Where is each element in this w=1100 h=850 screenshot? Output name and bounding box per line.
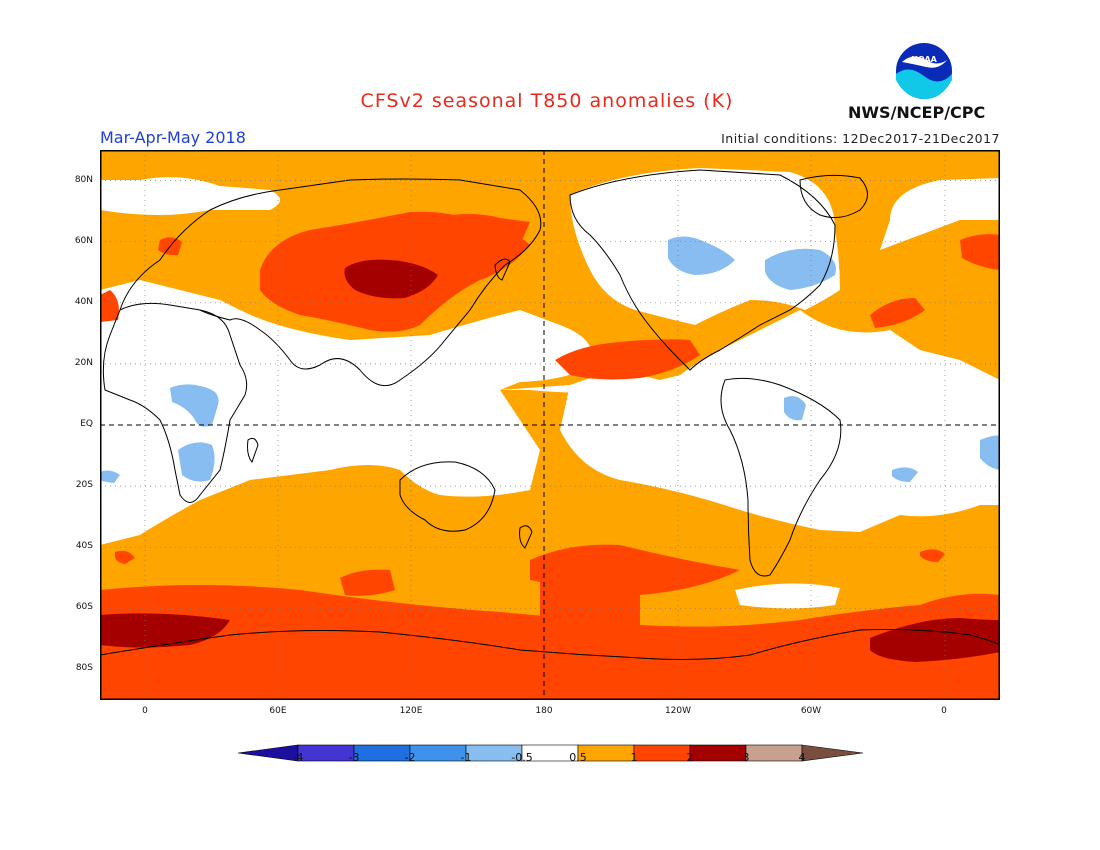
- coast-madagascar: [247, 437, 259, 463]
- coast-south-america: [720, 377, 842, 577]
- initial-conditions-label: Initial conditions: 12Dec2017-21Dec2017: [721, 131, 1000, 146]
- field-warm3-antarctic-east: [870, 618, 1000, 662]
- field-neutral-pacific-band: [500, 375, 660, 393]
- field-cool1-north-america-east: [765, 248, 836, 290]
- coast-japan: [494, 258, 511, 281]
- coast-australia: [399, 461, 496, 532]
- colorbar-label: -3: [348, 751, 360, 764]
- colorbar-label: 0.5: [569, 751, 587, 764]
- lat-label-60s: 60S: [75, 602, 93, 612]
- colorbar: [238, 744, 863, 762]
- coast-greenland: [799, 174, 868, 219]
- field-cool1-north-america-west: [668, 236, 735, 275]
- coast-new-zealand: [519, 525, 533, 549]
- field-warm2-europe-west: [100, 290, 119, 322]
- anomaly-map: [100, 150, 1000, 700]
- field-cool1-south-america: [784, 396, 806, 421]
- coast-eurasia: [119, 178, 542, 387]
- field-cool1-east-africa-edge: [980, 435, 1000, 470]
- field-neutral-tropics-west: [100, 280, 592, 545]
- lat-label-20n: 20N: [74, 358, 93, 368]
- coastlines: [100, 169, 1000, 660]
- coast-north-america: [569, 169, 836, 371]
- field-neutral-tropics-east: [560, 310, 1000, 532]
- lon-label-120w: 120W: [664, 706, 692, 716]
- lon-label-60w: 60W: [800, 706, 822, 716]
- field-warm2-south-indian-patch: [115, 550, 135, 564]
- colorbar-label: 2: [686, 751, 694, 764]
- map-frame: [100, 150, 1000, 700]
- coast-antarctica: [100, 629, 1000, 660]
- field-warm2-south-atl-patch: [920, 549, 945, 562]
- colorbar-arrow-right: [801, 744, 863, 762]
- lat-label-40n: 40N: [74, 297, 93, 307]
- colorbar-label: -4: [292, 751, 304, 764]
- field-warm2-indian-ocean: [340, 569, 395, 596]
- lon-label-0: 0: [142, 706, 148, 716]
- field-warm3-central-asia: [344, 259, 438, 299]
- field-neutral-atl-north: [880, 178, 1000, 250]
- field-cool1-africa-west: [170, 384, 219, 427]
- coast-africa: [102, 302, 248, 503]
- lat-label-80s: 80S: [75, 663, 93, 673]
- colorbar-label: -2: [404, 751, 416, 764]
- lat-label-40s: 40S: [75, 541, 93, 551]
- field-warm2-europe: [960, 234, 1000, 270]
- logo-text: NOAA: [911, 55, 937, 64]
- lon-label-120e: 120E: [399, 706, 423, 716]
- field-warm2-east-pacific: [555, 339, 700, 380]
- field-warm3-antarctic-west: [100, 613, 230, 648]
- colorbar-label: -1: [460, 751, 472, 764]
- lon-label-180: 180: [535, 706, 553, 716]
- field-warm2-atlantic: [870, 298, 925, 328]
- colorbar-label: 1: [630, 751, 638, 764]
- agency-label: NWS/NCEP/CPC: [848, 103, 986, 122]
- lat-label-80n: 80N: [74, 175, 93, 185]
- field-cool1-africa-south: [178, 442, 215, 482]
- field-cool1-africa-atlantic: [100, 470, 120, 483]
- field-cool1-indian-patch: [892, 467, 918, 482]
- field-neutral-south-ocean-patch: [735, 583, 840, 609]
- colorbar-label: -0.5: [511, 751, 533, 764]
- noaa-logo: NOAA: [894, 41, 954, 101]
- colorbar-label: 3: [742, 751, 750, 764]
- lon-label-0-east: 0: [941, 706, 947, 716]
- lat-label-20s: 20S: [75, 480, 93, 490]
- field-warm2-kamchatka: [435, 214, 530, 245]
- season-label: Mar-Apr-May 2018: [100, 128, 246, 147]
- colorbar-label: 4: [798, 751, 806, 764]
- field-warm2-southern-ring: [100, 585, 1000, 700]
- field-warm2-south-pacific-wide: [530, 544, 740, 595]
- lat-label-eq: EQ: [80, 419, 93, 429]
- lat-label-60n: 60N: [74, 236, 93, 246]
- lon-label-60e: 60E: [269, 706, 287, 716]
- map-title: CFSv2 seasonal T850 anomalies (K): [360, 90, 734, 112]
